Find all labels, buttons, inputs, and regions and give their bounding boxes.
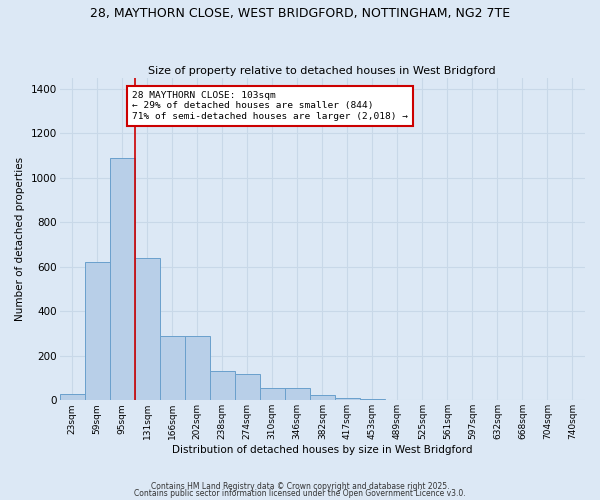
Y-axis label: Number of detached properties: Number of detached properties: [15, 157, 25, 321]
Text: 28 MAYTHORN CLOSE: 103sqm
← 29% of detached houses are smaller (844)
71% of semi: 28 MAYTHORN CLOSE: 103sqm ← 29% of detac…: [132, 91, 408, 121]
Bar: [85, 262, 110, 400]
Bar: [335, 398, 360, 400]
Text: Contains HM Land Registry data © Crown copyright and database right 2025.: Contains HM Land Registry data © Crown c…: [151, 482, 449, 491]
Bar: [210, 372, 235, 400]
Bar: [260, 388, 285, 400]
Text: Contains public sector information licensed under the Open Government Licence v3: Contains public sector information licen…: [134, 489, 466, 498]
X-axis label: Distribution of detached houses by size in West Bridgford: Distribution of detached houses by size …: [172, 445, 473, 455]
Bar: [285, 388, 310, 400]
Text: 28, MAYTHORN CLOSE, WEST BRIDGFORD, NOTTINGHAM, NG2 7TE: 28, MAYTHORN CLOSE, WEST BRIDGFORD, NOTT…: [90, 8, 510, 20]
Bar: [134, 258, 160, 400]
Bar: [310, 394, 335, 400]
Bar: [59, 394, 85, 400]
Bar: [235, 374, 260, 400]
Title: Size of property relative to detached houses in West Bridgford: Size of property relative to detached ho…: [148, 66, 496, 76]
Bar: [110, 158, 134, 400]
Bar: [160, 336, 185, 400]
Bar: [360, 399, 385, 400]
Bar: [185, 336, 210, 400]
